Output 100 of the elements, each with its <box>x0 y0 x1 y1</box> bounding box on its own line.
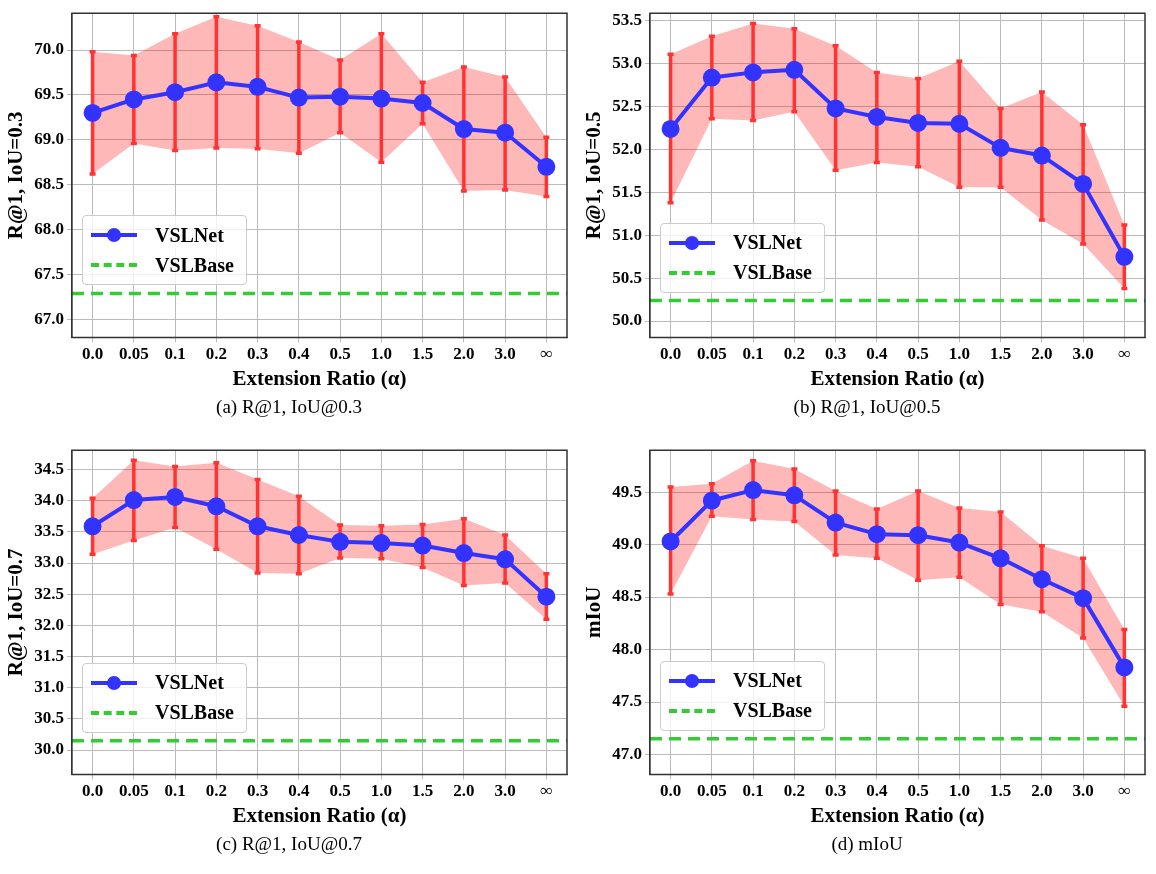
x-tick-label: 0.5 <box>907 343 929 363</box>
y-tick-label: 31.5 <box>34 645 64 665</box>
x-tick-label: 3.0 <box>1072 343 1094 363</box>
x-tick-label: 0.0 <box>81 343 104 363</box>
x-tick-label: 1.5 <box>411 780 434 800</box>
x-tick-label: 0.0 <box>659 343 682 363</box>
x-tick-label: 1.0 <box>948 780 970 800</box>
point <box>248 517 267 536</box>
x-tick-label: 0.05 <box>118 343 149 363</box>
point <box>207 497 226 516</box>
x-tick-label: 0.0 <box>81 780 104 800</box>
point <box>289 525 308 544</box>
y-tick-label: 68.0 <box>34 219 64 239</box>
x-tick-label: 0.3 <box>824 780 847 800</box>
x-tick-label: 1.0 <box>948 343 970 363</box>
point <box>537 157 556 176</box>
point <box>702 68 721 87</box>
point <box>950 114 969 133</box>
x-tick-label: 2.0 <box>1031 780 1053 800</box>
point <box>289 88 308 107</box>
point <box>950 533 969 552</box>
point <box>83 103 102 122</box>
y-axis-title: R@1, IoU=0.5 <box>581 111 606 240</box>
point <box>124 90 143 109</box>
y-tick-label: 67.0 <box>34 308 64 328</box>
y-tick-label: 32.5 <box>34 583 64 603</box>
y-tick-label: 69.0 <box>34 129 64 149</box>
y-tick-label: 53.5 <box>612 10 642 30</box>
y-tick-label: 32.0 <box>34 614 64 634</box>
y-tick-label: 48.0 <box>612 638 642 658</box>
point <box>166 83 185 102</box>
point <box>372 89 391 108</box>
point <box>744 481 763 500</box>
point <box>702 491 721 510</box>
x-tick-label: 0.2 <box>783 343 805 363</box>
point <box>454 120 473 139</box>
y-tick-label: 31.0 <box>34 677 64 697</box>
legend-label: VSLBase <box>154 701 234 725</box>
point <box>991 549 1010 568</box>
x-tick-label: ∞ <box>1118 343 1131 363</box>
x-tick-label: 3.0 <box>494 343 516 363</box>
point <box>454 544 473 563</box>
point <box>785 60 804 79</box>
x-tick-label: 0.3 <box>246 780 269 800</box>
x-tick-label: 2.0 <box>453 780 475 800</box>
legend-label: VSLBase <box>154 253 234 277</box>
x-tick-label: 1.0 <box>370 343 392 363</box>
y-tick-label: 70.0 <box>34 39 64 59</box>
point <box>661 119 680 138</box>
point <box>207 73 226 92</box>
x-tick-label: 1.0 <box>370 780 392 800</box>
point <box>496 550 515 569</box>
x-tick-label: 0.05 <box>696 780 727 800</box>
point <box>909 526 928 545</box>
x-axis-title: Extension Ratio (α) <box>232 365 407 390</box>
x-tick-label: 0.1 <box>742 343 764 363</box>
point <box>1032 570 1051 589</box>
text: (d) mIoU <box>830 833 904 855</box>
x-tick-label: 0.4 <box>288 343 310 363</box>
text: (a) R@1, IoU@0.3 <box>215 396 363 418</box>
y-tick-label: 49.5 <box>612 481 642 501</box>
x-tick-label: ∞ <box>540 780 553 800</box>
point <box>1074 589 1093 608</box>
x-tick-label: 0.2 <box>205 780 227 800</box>
y-tick-label: 30.5 <box>34 708 64 728</box>
legend-label: VSLNet <box>732 231 802 255</box>
x-tick-label: 0.5 <box>329 343 351 363</box>
x-tick-label: 3.0 <box>494 780 516 800</box>
legend-label: VSLBase <box>732 261 812 285</box>
text: (b) R@1, IoU@0.5 <box>792 396 942 418</box>
x-tick-label: 0.4 <box>866 780 888 800</box>
legend-label: VSLNet <box>732 669 802 693</box>
point <box>909 113 928 132</box>
x-tick-label: 0.1 <box>164 343 186 363</box>
x-tick-label: ∞ <box>1118 780 1131 800</box>
x-tick-label: 0.3 <box>824 343 847 363</box>
point <box>413 94 432 113</box>
y-tick-label: 69.5 <box>34 84 64 104</box>
point <box>1115 658 1134 677</box>
y-tick-label: 47.0 <box>612 743 642 763</box>
x-tick-label: 3.0 <box>1072 780 1094 800</box>
y-tick-label: 48.5 <box>612 586 642 606</box>
y-tick-label: 49.0 <box>612 534 642 554</box>
x-tick-label: ∞ <box>540 343 553 363</box>
point <box>1074 174 1093 193</box>
x-axis-title: Extension Ratio (α) <box>810 365 985 390</box>
y-tick-label: 68.5 <box>34 174 64 194</box>
point <box>661 532 680 551</box>
x-tick-label: 1.5 <box>989 343 1012 363</box>
x-tick-label: 1.5 <box>411 343 434 363</box>
x-tick-label: 0.4 <box>288 780 310 800</box>
y-axis-title: R@1, IoU=0.7 <box>3 548 28 677</box>
y-tick-label: 34.5 <box>34 458 64 478</box>
x-axis-title: Extension Ratio (α) <box>810 802 985 827</box>
y-tick-label: 50.5 <box>612 267 642 287</box>
legend-label: VSLNet <box>154 223 224 247</box>
x-tick-label: 0.2 <box>783 780 805 800</box>
point <box>83 517 102 536</box>
legend-label: VSLBase <box>732 699 812 723</box>
point <box>1032 146 1051 165</box>
